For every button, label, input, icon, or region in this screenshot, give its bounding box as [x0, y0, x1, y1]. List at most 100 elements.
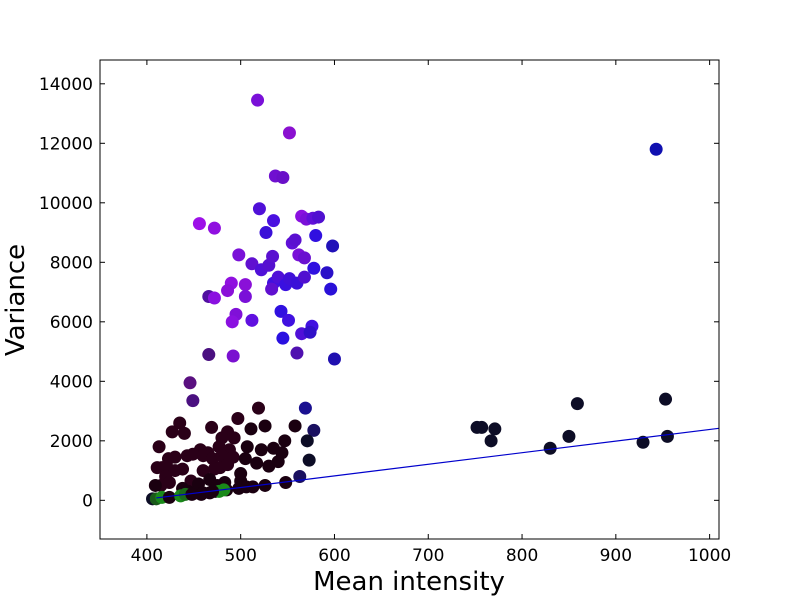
data-point	[152, 440, 166, 454]
data-point	[234, 467, 248, 481]
x-tick-label: 900	[600, 546, 632, 566]
data-point	[312, 210, 326, 224]
data-point	[298, 401, 312, 415]
data-point	[276, 171, 290, 185]
data-point	[246, 480, 260, 494]
data-point	[475, 420, 489, 434]
y-tick-label: 0	[82, 491, 93, 511]
data-point	[282, 126, 296, 140]
data-point	[288, 419, 302, 433]
data-point	[238, 278, 252, 292]
data-point	[254, 443, 268, 457]
data-point	[297, 270, 311, 284]
data-point	[150, 461, 164, 475]
data-point	[226, 349, 240, 363]
data-point	[290, 346, 304, 360]
data-point	[185, 487, 199, 501]
data-point	[205, 420, 219, 434]
data-point	[297, 251, 311, 265]
data-point	[303, 325, 317, 339]
data-point	[202, 348, 216, 362]
y-tick-label: 8000	[50, 253, 93, 273]
x-tick-label: 500	[224, 546, 256, 566]
data-point	[186, 447, 200, 461]
data-point	[258, 419, 272, 433]
data-point	[266, 249, 280, 263]
data-point	[327, 352, 341, 366]
plot-frame	[99, 59, 720, 540]
y-tick-label: 4000	[50, 372, 93, 392]
x-tick-label: 400	[131, 546, 163, 566]
x-tick-label: 700	[412, 546, 444, 566]
x-tick-label: 1000	[688, 546, 731, 566]
data-point	[265, 282, 279, 296]
data-point	[148, 478, 162, 492]
data-point	[259, 226, 273, 240]
data-point	[244, 422, 258, 436]
data-point	[186, 394, 200, 408]
data-point	[484, 434, 498, 448]
data-point	[177, 426, 191, 440]
data-point	[168, 450, 182, 464]
data-point	[300, 434, 314, 448]
data-point	[232, 248, 246, 262]
data-point	[221, 458, 235, 472]
data-point	[173, 416, 187, 430]
data-point	[307, 423, 321, 437]
data-point	[288, 233, 302, 247]
data-point	[245, 313, 259, 327]
data-point	[221, 284, 235, 298]
data-point	[162, 475, 176, 489]
data-point	[274, 304, 288, 318]
data-point	[252, 401, 266, 415]
data-point	[324, 282, 338, 296]
data-point	[250, 456, 264, 470]
data-point	[543, 441, 557, 455]
y-tick-label: 6000	[50, 313, 93, 333]
y-tick-label: 2000	[50, 432, 93, 452]
data-point	[562, 429, 576, 443]
data-point	[267, 214, 281, 228]
data-point	[302, 453, 316, 467]
y-tick-label: 12000	[39, 134, 93, 154]
data-point	[251, 93, 265, 107]
data-point	[207, 221, 221, 235]
data-point	[225, 315, 239, 329]
data-point	[278, 434, 292, 448]
x-tick-label: 600	[318, 546, 350, 566]
data-point	[659, 392, 673, 406]
data-point	[227, 431, 241, 445]
y-tick-label: 10000	[39, 194, 93, 214]
data-point	[192, 217, 206, 231]
data-point	[238, 290, 252, 304]
data-point	[660, 429, 674, 443]
data-point	[276, 331, 290, 345]
data-point	[258, 478, 272, 492]
data-point	[252, 202, 266, 216]
x-tick-label: 800	[506, 546, 538, 566]
data-point	[320, 266, 334, 280]
data-point	[231, 412, 245, 426]
data-point	[282, 313, 296, 327]
y-tick-label: 14000	[39, 75, 93, 95]
data-point	[207, 291, 221, 305]
data-point	[240, 440, 254, 454]
data-point	[570, 397, 584, 411]
data-point	[196, 464, 210, 478]
points-layer	[146, 93, 674, 506]
data-point	[488, 422, 502, 436]
data-point	[245, 257, 259, 271]
x-axis-label: Mean intensity	[313, 567, 505, 597]
data-point	[307, 261, 321, 275]
data-point	[165, 425, 179, 439]
data-point	[649, 142, 663, 156]
data-point	[326, 239, 340, 253]
data-point	[168, 464, 182, 478]
fit-line	[156, 427, 720, 499]
data-point	[271, 455, 285, 469]
y-axis-label: Variance	[1, 244, 31, 356]
data-point	[162, 490, 176, 504]
ticks-layer: 400 500 600 700 800 900 1000020004000600080001…	[39, 60, 731, 566]
data-point	[183, 376, 197, 390]
